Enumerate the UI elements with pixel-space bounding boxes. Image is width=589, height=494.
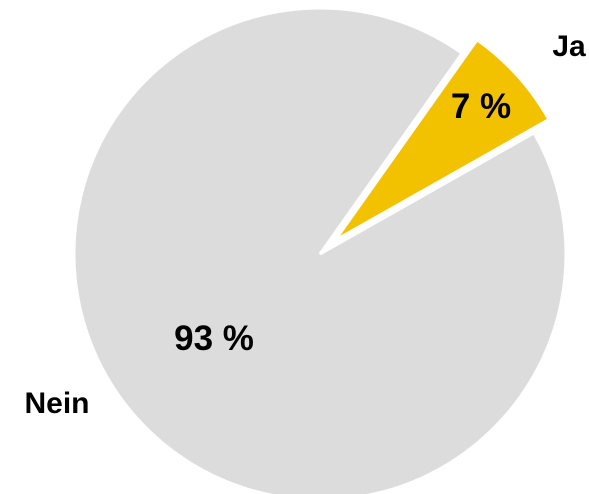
slice-value-label-nein: 93 % xyxy=(174,319,254,358)
pie-slice-nein xyxy=(72,6,568,494)
slice-category-label-ja: Ja xyxy=(552,30,586,63)
slice-category-label-nein: Nein xyxy=(24,387,89,420)
slice-value-label-ja: 7 % xyxy=(451,87,511,126)
pie-slice-ja xyxy=(333,37,551,242)
